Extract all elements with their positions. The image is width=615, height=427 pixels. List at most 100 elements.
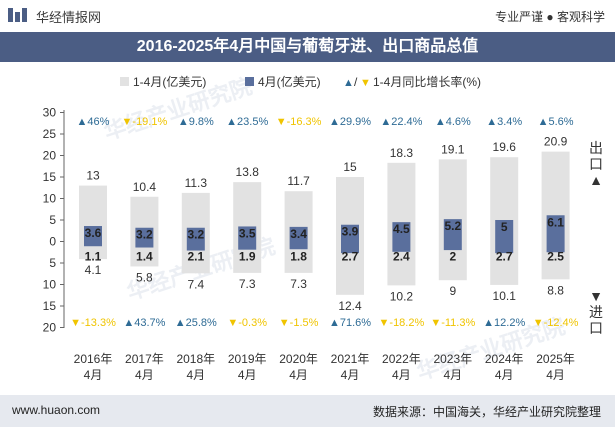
growth-import-label: ▲12.2% [483, 317, 525, 329]
y-tick-label: 20 [43, 149, 57, 163]
label-april-import: 1.9 [239, 250, 256, 264]
bar-april-import [392, 241, 411, 252]
x-tick-label: 4月 [341, 368, 360, 382]
x-tick-label: 4月 [238, 368, 257, 382]
x-tick-label: 4月 [186, 368, 205, 382]
label-april-import: 2.5 [547, 250, 564, 264]
x-tick-label: 2021年 [331, 352, 370, 366]
x-tick-label: 2022年 [382, 352, 421, 366]
bar-april-export [392, 222, 411, 242]
chart: 华经产业研究院华经产业研究院华经产业研究院1-4月(亿美元)4月(亿美元)▲/▼… [43, 73, 579, 384]
bar-april-export [289, 226, 308, 242]
label-cumulative-export: 10.4 [133, 180, 157, 194]
x-tick-label: 2023年 [433, 352, 472, 366]
y-tick-label: 5 [49, 256, 56, 270]
x-tick-label: 4月 [546, 368, 565, 382]
label-cumulative-export: 11.7 [287, 174, 310, 188]
x-tick-label: 2020年 [279, 352, 318, 366]
legend-label-april: 4月(亿美元) [258, 74, 321, 89]
label-april-export: 3.9 [342, 225, 359, 239]
x-tick-label: 2017年 [125, 352, 164, 366]
growth-export-label: ▲23.5% [226, 116, 268, 128]
bar-april-import [289, 241, 308, 250]
bar-april-export [84, 226, 102, 242]
legend-label-growth: 1-4月同比增长率(%) [373, 74, 481, 89]
growth-import-label: ▼-0.3% [227, 317, 267, 329]
label-cumulative-import: 12.4 [338, 299, 362, 313]
bar-april-import [84, 241, 102, 247]
y-tick-label: 10 [43, 278, 57, 292]
growth-import-label: ▼-1.5% [279, 317, 319, 329]
website-link[interactable]: www.huaon.com [12, 403, 101, 417]
footer-bar [0, 395, 615, 427]
label-cumulative-export: 18.3 [390, 146, 414, 160]
growth-export-label: ▼-19.1% [122, 116, 168, 128]
legend-swatch-april [245, 77, 254, 86]
label-april-import: 2.7 [496, 250, 513, 264]
growth-import-label: ▲25.8% [175, 317, 217, 329]
growth-import-label: ▼-11.3% [430, 317, 475, 329]
y-tick-label: 15 [43, 299, 57, 313]
label-cumulative-import: 9 [449, 284, 456, 298]
label-cumulative-import: 8.8 [547, 283, 564, 297]
label-april-import: 2.4 [393, 250, 410, 264]
y-tick-label: 30 [43, 106, 57, 120]
growth-export-label: ▲46% [77, 116, 110, 128]
bar-april-export [546, 215, 565, 242]
bar-april-import [495, 241, 514, 254]
bar-april-import [341, 241, 359, 254]
label-april-export: 3.5 [239, 226, 256, 240]
y-tick-label: 5 [49, 213, 56, 227]
label-cumulative-export: 20.9 [544, 135, 568, 149]
y-tick-label: 20 [43, 321, 57, 335]
growth-import-label: ▲71.6% [329, 317, 371, 329]
bar-april-export [135, 227, 154, 242]
label-cumulative-export: 13 [86, 169, 100, 183]
bar-april-export [495, 220, 514, 242]
title-bar [0, 32, 615, 62]
label-april-export: 4.5 [393, 222, 410, 236]
y-tick-label: 15 [43, 170, 57, 184]
label-april-import: 1.1 [85, 250, 102, 264]
logo-icon [8, 8, 27, 22]
growth-export-label: ▲9.8% [178, 116, 214, 128]
growth-export-label: ▲3.4% [486, 116, 522, 128]
label-cumulative-import: 10.1 [493, 289, 517, 303]
x-tick-label: 2018年 [176, 352, 215, 366]
label-april-import: 2 [449, 250, 456, 264]
legend-up-triangle: ▲ [343, 77, 354, 89]
brand-name: 华经情报网 [36, 10, 102, 25]
chart-title: 2016-2025年4月中国与葡萄牙进、出口商品总值 [136, 38, 479, 55]
bar-april-import [546, 241, 565, 253]
label-cumulative-import: 7.3 [239, 277, 256, 291]
label-april-import: 2.1 [187, 250, 204, 264]
y-tick-label: 25 [43, 127, 57, 141]
label-april-export: 3.2 [136, 228, 153, 242]
x-tick-label: 4月 [495, 368, 514, 382]
x-tick-label: 2025年 [536, 352, 575, 366]
x-tick-label: 2016年 [74, 352, 113, 366]
label-cumulative-export: 11.3 [185, 176, 208, 190]
growth-export-label: ▲29.9% [329, 116, 371, 128]
top-bar [0, 0, 615, 32]
data-source: 数据来源：中国海关，华经产业研究院整理 [372, 405, 601, 419]
bar-april-export [341, 224, 359, 242]
export-side-label: 出口▲ [589, 140, 603, 188]
label-cumulative-import: 4.1 [85, 263, 102, 277]
y-tick-label: 0 [49, 235, 56, 249]
label-april-export: 5.2 [444, 219, 461, 233]
label-april-export: 3.2 [187, 228, 204, 242]
legend-separator: / [354, 75, 358, 89]
bar-april-export [186, 227, 205, 242]
bar-april-export [238, 226, 257, 242]
label-april-export: 6.1 [547, 215, 564, 229]
x-tick-label: 4月 [392, 368, 411, 382]
growth-import-label: ▲43.7% [123, 317, 165, 329]
x-tick-label: 2019年 [228, 352, 267, 366]
x-tick-label: 4月 [135, 368, 154, 382]
legend-label-cumulative: 1-4月(亿美元) [133, 74, 206, 89]
bar-april-import [443, 241, 462, 251]
label-cumulative-import: 7.4 [187, 277, 204, 291]
label-cumulative-export: 15 [343, 160, 357, 174]
label-cumulative-export: 13.8 [236, 165, 260, 179]
